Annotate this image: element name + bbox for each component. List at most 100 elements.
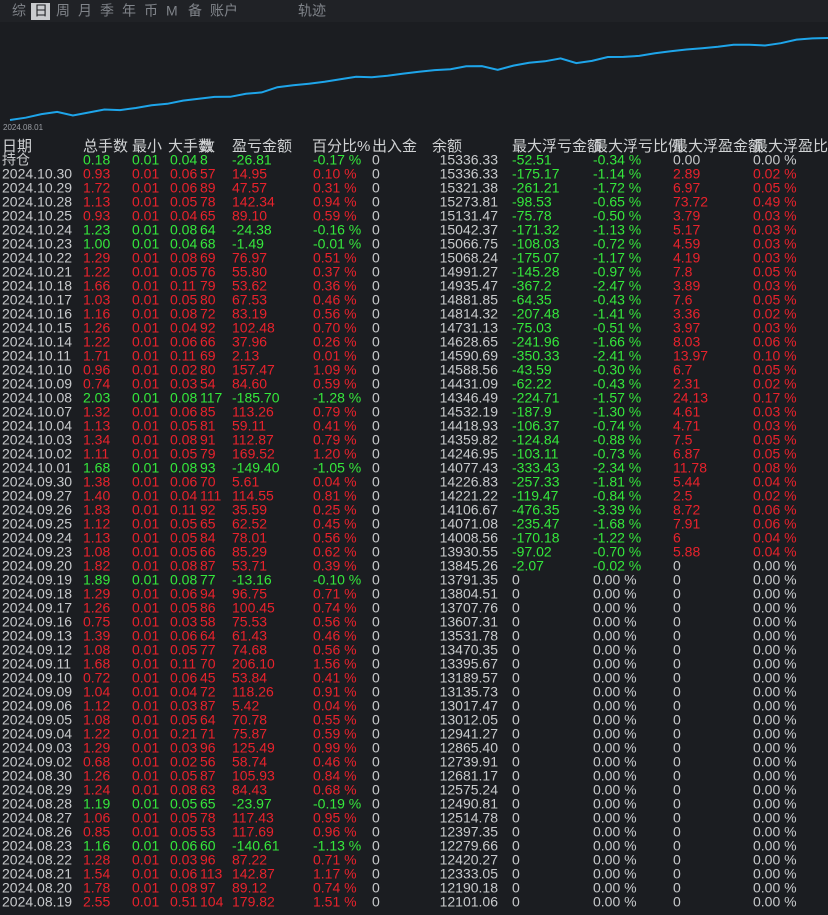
cell: 0.01	[132, 642, 159, 658]
cell: 2024.10.25	[2, 208, 72, 224]
tab[interactable]: 周	[56, 3, 70, 19]
cell: 72	[200, 306, 216, 322]
cell: 0.00 %	[593, 656, 637, 672]
cell: 0	[512, 614, 520, 630]
cell: 0	[372, 726, 380, 742]
cell: 0.01	[132, 264, 159, 280]
tab[interactable]: 账户	[210, 3, 238, 19]
cell: 2024.10.15	[2, 320, 72, 336]
cell: 2.13	[232, 348, 259, 364]
cell: 92	[200, 502, 216, 518]
cell: 14346.49	[440, 390, 499, 406]
cell: 77	[200, 642, 216, 658]
cell: 2024.09.02	[2, 754, 72, 770]
cell: 0.00 %	[753, 684, 797, 700]
cell: 0.05	[170, 768, 197, 784]
cell: 0.00 %	[753, 880, 797, 896]
cell: 0.01	[132, 670, 159, 686]
column-header: 出入金	[372, 138, 417, 155]
cell: 92	[200, 320, 216, 336]
cell: -108.03	[512, 236, 560, 252]
cell: 0.01	[132, 894, 159, 910]
cell: 0	[673, 880, 681, 896]
cell: 12420.27	[440, 852, 499, 868]
cell: 1.22	[83, 264, 110, 280]
cell: 2024.09.24	[2, 530, 72, 546]
tab[interactable]: 币	[144, 3, 158, 19]
cell: 1.13	[83, 530, 110, 546]
cell: 14588.56	[440, 362, 499, 378]
cell: -0.50 %	[593, 208, 641, 224]
cell: 94	[200, 586, 216, 602]
cell: 0	[673, 838, 681, 854]
cell: 0.56 %	[313, 306, 357, 322]
cell: 0.00 %	[593, 852, 637, 868]
cell: 2024.09.23	[2, 544, 72, 560]
tab[interactable]: 综	[12, 3, 26, 19]
cell: 0	[372, 390, 380, 406]
cell: 0.26 %	[313, 334, 357, 350]
cell: 87.22	[232, 852, 267, 868]
cell: 0.04	[170, 236, 197, 252]
cell: 2.03	[83, 390, 110, 406]
tab[interactable]: 季	[100, 3, 114, 19]
cell: 117	[200, 390, 223, 406]
column-header: 大手数	[168, 138, 213, 155]
cell: 2024.09.12	[2, 642, 72, 658]
tab[interactable]: M	[166, 3, 178, 19]
cell: 2024.10.04	[2, 418, 72, 434]
cell: 60	[200, 838, 216, 854]
cell: 12101.06	[440, 894, 499, 910]
cell: 2024.09.03	[2, 740, 72, 756]
cell: 1.71	[83, 348, 110, 364]
cell: 0	[673, 614, 681, 630]
cell: 97	[200, 880, 216, 896]
cell: 1.40	[83, 488, 110, 504]
cell: 0	[512, 698, 520, 714]
tab[interactable]: 日	[34, 3, 48, 19]
cell: 8.72	[673, 502, 700, 518]
cell: 2024.09.20	[2, 558, 72, 574]
cell: 1.16	[83, 306, 110, 322]
cell: 0.01	[132, 880, 159, 896]
cell: 0	[372, 194, 380, 210]
cell: 85.29	[232, 544, 267, 560]
cell: 14814.32	[440, 306, 499, 322]
cell: 87	[200, 698, 216, 714]
cell: 0	[512, 600, 520, 616]
cell: 2024.10.16	[2, 306, 72, 322]
tab[interactable]: 轨迹	[298, 3, 326, 19]
cell: 0	[372, 180, 380, 196]
cell: 0.01	[132, 544, 159, 560]
cell: 0.62 %	[313, 544, 357, 560]
cell: 0	[372, 740, 380, 756]
cell: 1.09 %	[313, 362, 357, 378]
column-header: 最小	[132, 138, 162, 155]
cell: 14226.83	[440, 474, 499, 490]
cell: 80	[200, 292, 216, 308]
cell: 0.04 %	[753, 544, 797, 560]
cell: 0.02 %	[753, 376, 797, 392]
cell: 0.01	[132, 432, 159, 448]
tab[interactable]: 备	[188, 3, 202, 19]
cell: 0.05 %	[753, 432, 797, 448]
cell: -0.72 %	[593, 236, 641, 252]
tab[interactable]: 年	[122, 3, 136, 19]
cell: 0	[673, 684, 681, 700]
cell: 0	[673, 852, 681, 868]
cell: 0.01	[132, 852, 159, 868]
cell: 0.03 %	[753, 320, 797, 336]
cell: 0	[512, 838, 520, 854]
cell: 0.41 %	[313, 670, 357, 686]
cell: 0.04 %	[753, 530, 797, 546]
cell: 0.00 %	[753, 586, 797, 602]
cell: 0.04	[170, 152, 197, 168]
cell: 72	[200, 684, 216, 700]
cell: 75.87	[232, 726, 267, 742]
cell: 0.01	[132, 698, 159, 714]
cell: 0	[372, 880, 380, 896]
cell: 0.11	[170, 502, 196, 518]
cell: 0.00 %	[593, 796, 637, 812]
cell: 0.02 %	[753, 166, 797, 182]
tab[interactable]: 月	[78, 3, 92, 19]
